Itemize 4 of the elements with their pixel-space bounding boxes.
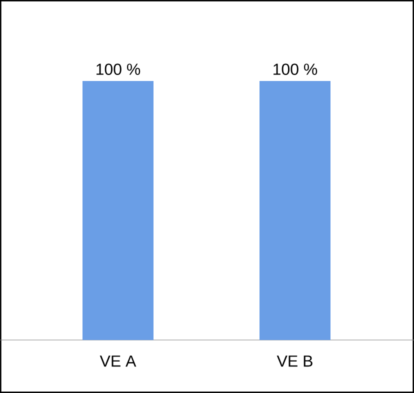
x-tick-label: VE B	[276, 356, 312, 367]
x-tick-label: VE A	[100, 356, 136, 367]
data-label: 100 %	[274, 64, 318, 75]
data-label: 100 %	[96, 64, 140, 75]
